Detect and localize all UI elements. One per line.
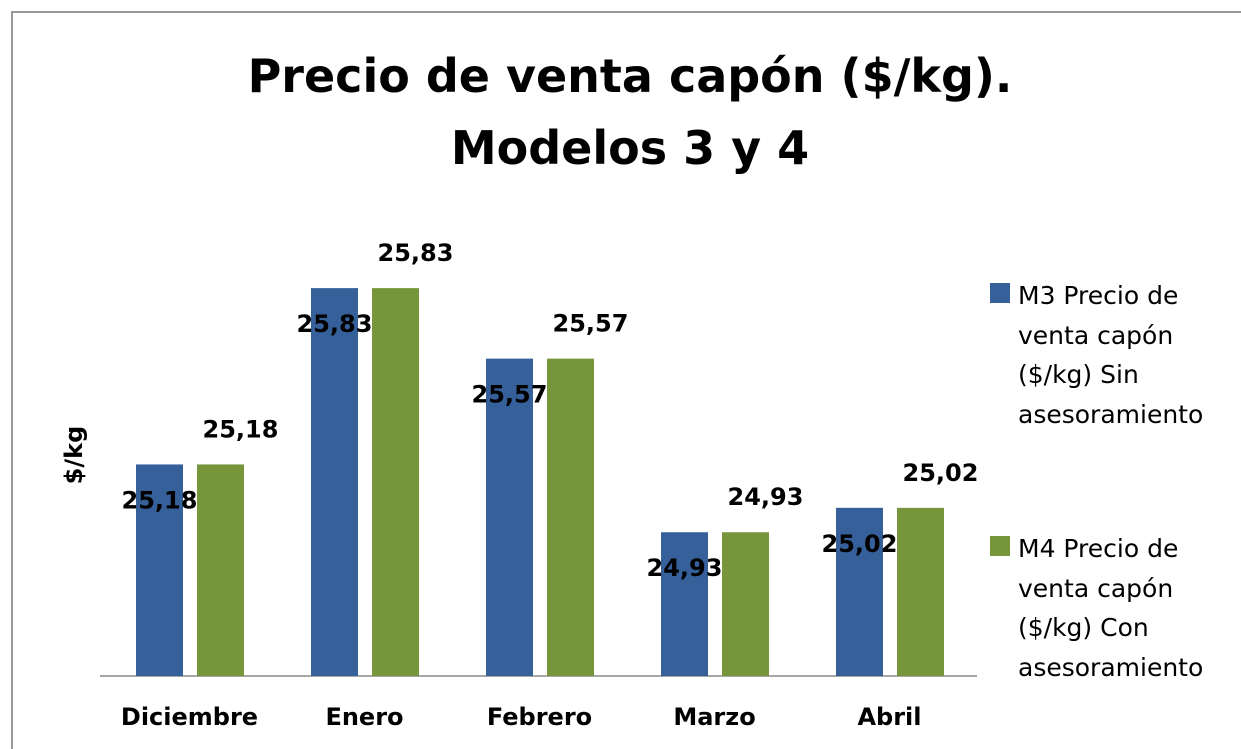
- bar: [722, 532, 769, 676]
- y-axis-label: $/kg: [60, 426, 88, 485]
- data-label: 25,02: [903, 459, 979, 487]
- legend-swatch: [990, 536, 1010, 556]
- bar: [486, 358, 533, 676]
- bar: [136, 464, 183, 676]
- bar: [836, 507, 883, 676]
- data-label: 24,93: [647, 554, 723, 582]
- x-tick-label: Marzo: [673, 703, 755, 731]
- data-label: 25,83: [297, 310, 373, 338]
- x-tick-label: Abril: [857, 703, 921, 731]
- data-label: 25,83: [378, 239, 454, 267]
- data-label: 25,02: [822, 530, 898, 558]
- data-label: 24,93: [728, 483, 804, 511]
- chart-frame: [11, 11, 1241, 749]
- chart-title: Precio de venta capón ($/kg). Modelos 3 …: [247, 49, 1013, 175]
- legend-swatch: [990, 283, 1010, 303]
- data-label: 25,18: [122, 486, 198, 514]
- x-tick-label: Enero: [325, 703, 403, 731]
- data-label: 25,18: [203, 415, 279, 443]
- data-label: 25,57: [472, 381, 548, 409]
- bar: [311, 288, 358, 676]
- x-tick-label: Diciembre: [121, 703, 258, 731]
- bar: [547, 358, 594, 676]
- bar: [372, 288, 419, 676]
- legend-label: M4 Precio de venta capón ($/kg) Con ases…: [1018, 534, 1204, 682]
- x-tick-label: Febrero: [487, 703, 592, 731]
- data-label: 25,57: [553, 310, 629, 338]
- bar: [897, 507, 944, 676]
- bar: [661, 532, 708, 676]
- legend-label: M3 Precio de venta capón ($/kg) Sin ases…: [1018, 281, 1204, 429]
- bar: [197, 464, 244, 676]
